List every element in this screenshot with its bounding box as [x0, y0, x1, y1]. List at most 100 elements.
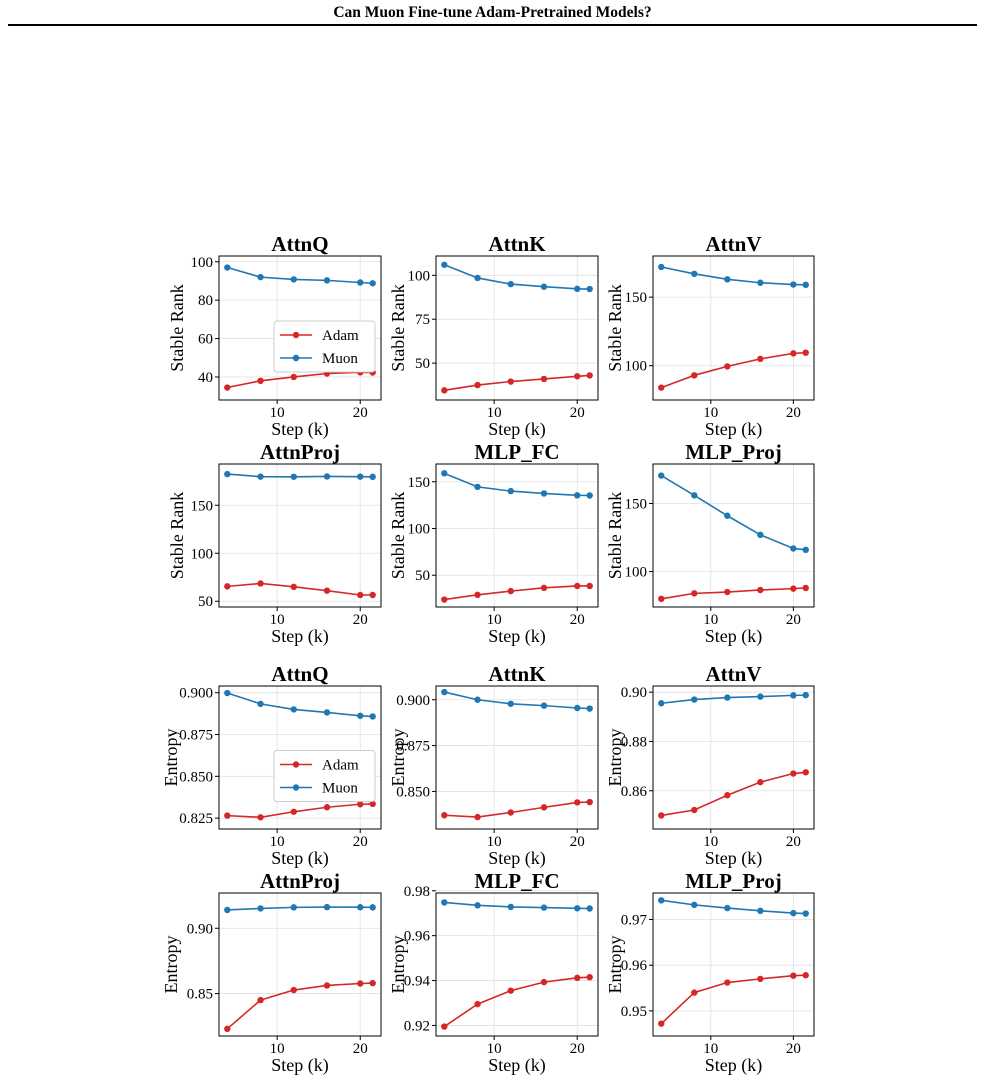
data-point-adam	[658, 812, 665, 819]
data-point-muon	[802, 691, 809, 699]
series-line-muon	[227, 473, 373, 478]
y-tick-label: 0.90	[621, 685, 647, 701]
data-point-muon	[691, 270, 698, 278]
legend-marker-adam	[292, 331, 300, 339]
x-axis-label: Step (k)	[271, 419, 329, 440]
data-point-muon	[540, 283, 548, 290]
x-axis-label: Step (k)	[271, 1055, 329, 1076]
legend-label-muon: Muon	[322, 351, 358, 367]
legend-marker-muon	[292, 354, 300, 362]
y-tick-label: 0.85	[187, 987, 213, 1003]
x-axis-label: Step (k)	[705, 848, 763, 869]
data-point-adam	[323, 587, 331, 594]
y-axis-label: Stable Rank	[167, 492, 187, 580]
data-point-muon	[658, 700, 665, 707]
x-tick-label: 10	[270, 834, 285, 850]
data-point-muon	[323, 277, 331, 284]
data-point-adam	[357, 980, 364, 987]
data-point-muon	[757, 279, 764, 286]
x-tick-label: 10	[703, 612, 718, 628]
data-point-muon	[507, 903, 514, 911]
series-line-adam	[227, 582, 373, 596]
series-line-muon	[661, 694, 806, 705]
data-point-adam	[257, 580, 264, 587]
series-line-muon	[227, 266, 373, 285]
data-point-muon	[507, 700, 514, 707]
data-point-adam	[724, 792, 731, 799]
y-tick-label: 100	[625, 359, 648, 375]
data-point-adam	[802, 972, 809, 979]
x-tick-label: 10	[270, 1041, 285, 1057]
data-point-muon	[257, 273, 264, 281]
x-tick-label: 20	[786, 1041, 801, 1057]
data-point-adam	[290, 808, 297, 815]
y-tick-label: 0.850	[396, 784, 430, 800]
data-point-muon	[369, 280, 376, 287]
y-tick-label: 100	[191, 255, 214, 271]
data-point-muon	[224, 264, 231, 271]
plot-frame	[652, 892, 815, 1037]
x-tick-label: 10	[703, 1041, 718, 1057]
page-header-title: Can Muon Fine-tune Adam-Pretrained Model…	[333, 4, 652, 21]
data-point-muon	[574, 704, 581, 712]
legend-box	[273, 320, 376, 373]
data-point-muon	[586, 705, 593, 712]
data-point-adam	[357, 591, 364, 599]
x-axis-label: Step (k)	[488, 1055, 546, 1076]
x-axis-label: Step (k)	[705, 1055, 763, 1076]
x-tick-label: 20	[570, 1041, 585, 1057]
data-point-adam	[540, 804, 548, 811]
x-axis-label: Step (k)	[488, 626, 546, 647]
data-point-adam	[540, 584, 548, 592]
data-point-muon	[369, 904, 376, 911]
x-tick-label: 10	[270, 612, 285, 628]
data-point-muon	[507, 280, 514, 288]
data-point-muon	[540, 904, 548, 911]
data-point-muon	[724, 694, 731, 701]
data-point-muon	[290, 473, 297, 480]
data-point-adam	[802, 349, 809, 356]
subplot-title: MLP_FC	[474, 440, 559, 464]
plot-frame	[652, 685, 815, 830]
plot-frame	[218, 685, 382, 830]
data-point-muon	[357, 904, 364, 911]
y-tick-label: 150	[625, 290, 648, 306]
data-point-adam	[369, 800, 376, 808]
x-tick-label: 20	[570, 612, 585, 628]
data-point-adam	[790, 585, 797, 592]
data-point-muon	[474, 696, 481, 703]
y-tick-label: 0.825	[179, 811, 213, 827]
data-point-muon	[224, 906, 231, 914]
data-point-muon	[802, 281, 809, 288]
y-axis-label: Entropy	[161, 729, 181, 787]
data-point-muon	[724, 904, 731, 912]
series-line-adam	[660, 974, 806, 1025]
data-point-adam	[658, 595, 665, 603]
series-line-muon	[660, 474, 806, 551]
y-axis-label: Stable Rank	[605, 492, 625, 580]
subplot-11: 10 20 0.92 0.94 0.96 0.98 MLP_FC Step (k) Entrop…	[388, 869, 599, 1076]
y-tick-label: 0.90	[187, 921, 213, 937]
data-point-adam	[574, 974, 581, 982]
series-line-adam	[660, 351, 806, 389]
series-line-muon	[661, 899, 806, 915]
data-point-muon	[790, 692, 797, 699]
x-tick-label: 20	[786, 405, 801, 421]
data-point-adam	[574, 799, 581, 806]
series-line-muon	[661, 266, 806, 286]
data-point-adam	[691, 806, 698, 814]
y-tick-label: 100	[191, 546, 214, 562]
data-point-muon	[257, 700, 264, 708]
y-tick-label: 40	[198, 370, 213, 386]
y-axis-label: Stable Rank	[388, 492, 408, 580]
y-tick-label: 60	[198, 332, 213, 348]
y-tick-label: 150	[191, 498, 214, 514]
x-axis-label: Step (k)	[488, 848, 546, 869]
subplot-1: 10 20 40 60 80 100 AttnQ Step (k) Stable Rank Ada…	[167, 232, 382, 440]
y-tick-label: 80	[198, 293, 213, 309]
plot-frame	[652, 255, 815, 401]
data-point-adam	[802, 584, 809, 592]
data-point-muon	[290, 276, 297, 283]
y-tick-label: 100	[625, 565, 648, 581]
y-tick-label: 0.98	[404, 884, 430, 900]
